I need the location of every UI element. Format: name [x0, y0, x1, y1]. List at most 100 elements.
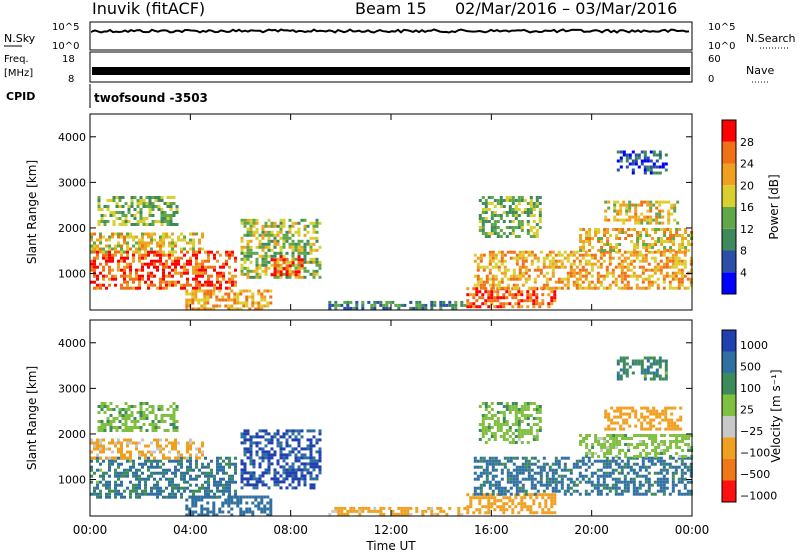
heatmap-cell [118, 426, 122, 429]
heatmap-cell [683, 462, 687, 466]
heatmap-cell [126, 474, 129, 478]
heatmap-cell [493, 232, 497, 235]
heatmap-cell [500, 486, 504, 490]
heatmap-cell [191, 504, 195, 508]
heatmap-cell [294, 468, 298, 472]
heatmap-cell [166, 408, 170, 411]
heatmap-cell [500, 280, 504, 284]
heatmap-cell [684, 249, 688, 252]
heatmap-cell [270, 441, 274, 445]
heatmap-cell [207, 283, 210, 287]
heatmap-cell [285, 486, 289, 490]
heatmap-cell [219, 483, 222, 487]
heatmap-cell [536, 259, 540, 263]
heatmap-cell [273, 270, 277, 274]
heatmap-cell [156, 241, 159, 245]
heatmap-cell [649, 409, 653, 413]
heatmap-cell [133, 405, 137, 408]
heatmap-cell [312, 236, 316, 240]
heatmap-cell [619, 212, 623, 216]
heatmap-cell [228, 250, 231, 254]
heatmap-cell [553, 493, 557, 497]
heatmap-cell [505, 405, 509, 408]
x-tick-label: 00:00 [675, 523, 710, 537]
heatmap-cell [215, 295, 219, 299]
heatmap-cell [162, 447, 165, 451]
heatmap-cell [109, 199, 113, 202]
heatmap-cell [689, 471, 693, 475]
heatmap-cell [652, 418, 656, 422]
heatmap-cell [139, 417, 143, 420]
heatmap-cell [662, 262, 666, 266]
heatmap-cell [517, 226, 521, 229]
heatmap-cell [118, 408, 122, 411]
heatmap-cell [604, 415, 608, 419]
heatmap-cell [219, 253, 222, 257]
heatmap-cell [160, 220, 164, 223]
heatmap-cell [260, 295, 264, 299]
heatmap-cell [234, 462, 237, 466]
heatmap-cell [639, 452, 643, 455]
heatmap-cell [687, 234, 691, 237]
heatmap-cell [391, 300, 395, 304]
heatmap-cell [478, 496, 482, 500]
heatmap-cell [239, 501, 243, 505]
heatmap-cell [600, 246, 604, 249]
heatmap-cell [645, 452, 649, 455]
heatmap-cell [127, 211, 131, 214]
heatmap-cell [93, 244, 96, 248]
heatmap-cell [652, 162, 656, 166]
nave-label: Nave [746, 64, 774, 77]
heatmap-cell [227, 510, 231, 514]
heatmap-cell [120, 256, 123, 260]
heatmap-cell [264, 221, 268, 225]
heatmap-cell [566, 271, 570, 275]
heatmap-cell [337, 512, 341, 516]
heatmap-cell [174, 280, 177, 284]
heatmap-cell [615, 434, 619, 437]
heatmap-cell [626, 265, 630, 269]
heatmap-cell [644, 465, 648, 469]
heatmap-cell [541, 508, 545, 512]
heatmap-cell [494, 468, 498, 472]
heatmap-cell [626, 489, 630, 493]
heatmap-cell [518, 271, 522, 275]
heatmap-cell [605, 483, 609, 487]
heatmap-cell [276, 260, 280, 264]
heatmap-cell [246, 227, 250, 231]
heatmap-cell [469, 496, 473, 500]
colorbar-tick-label: 12 [740, 223, 754, 236]
heatmap-cell [160, 405, 164, 408]
heatmap-cell [108, 277, 111, 281]
heatmap-cell [493, 299, 497, 303]
heatmap-cell [212, 510, 216, 514]
heatmap-cell [587, 262, 591, 266]
heatmap-cell [511, 293, 515, 297]
heatmap-cell [294, 221, 298, 225]
heatmap-cell [557, 480, 561, 484]
heatmap-cell [526, 505, 530, 509]
heatmap-cell [379, 506, 383, 510]
heatmap-cell [647, 274, 651, 278]
heatmap-cell [96, 238, 99, 242]
heatmap-cell [521, 274, 525, 278]
heatmap-cell [99, 480, 102, 484]
heatmap-cell [617, 286, 621, 290]
heatmap-cell [638, 474, 642, 478]
heatmap-cell [481, 402, 485, 405]
heatmap-cell [201, 265, 204, 269]
heatmap-cell [258, 480, 262, 484]
heatmap-cell [141, 247, 144, 251]
heatmap-cell [219, 489, 222, 493]
heatmap-cell [627, 234, 631, 237]
heatmap-cell [585, 455, 589, 458]
colorbar-swatch [722, 437, 736, 459]
heatmap-cell [535, 205, 539, 208]
heatmap-cell [297, 270, 301, 274]
heatmap-cell [263, 510, 267, 514]
heatmap-cell [114, 441, 117, 445]
heatmap-cell [195, 456, 198, 460]
heatmap-cell [430, 509, 434, 513]
heatmap-cell [282, 453, 286, 457]
heatmap-cell [671, 465, 675, 469]
